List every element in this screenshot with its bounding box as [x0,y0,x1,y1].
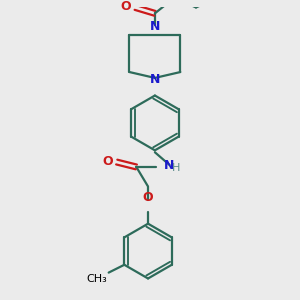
Text: N: N [150,20,160,33]
Text: H: H [172,163,180,173]
Text: O: O [121,0,131,13]
Text: O: O [143,191,153,204]
Text: CH₃: CH₃ [86,274,107,284]
Text: N: N [164,160,174,172]
Text: O: O [102,154,113,168]
Text: N: N [150,73,160,86]
